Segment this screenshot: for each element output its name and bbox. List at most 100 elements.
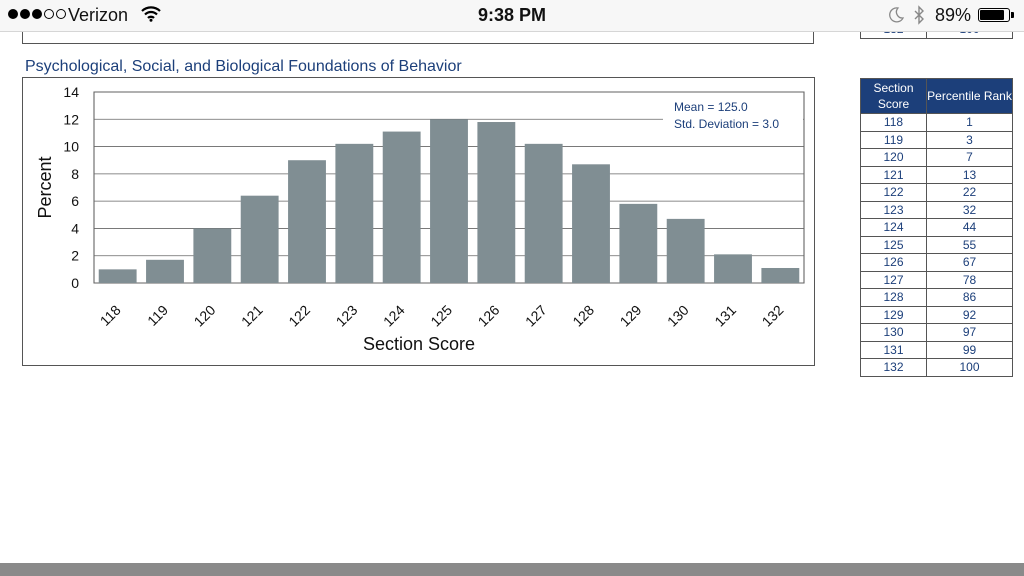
section-score-cell: 132 — [860, 358, 927, 377]
x-tick-label: 127 — [522, 302, 550, 330]
percentile-rank-cell: 100 — [926, 358, 1013, 377]
percentile-rank-cell: 44 — [926, 218, 1013, 237]
percentile-rank-cell: 97 — [926, 323, 1013, 342]
y-tick-label: 0 — [71, 275, 79, 291]
x-tick-label: 126 — [475, 302, 503, 330]
y-tick-label: 14 — [63, 84, 79, 100]
section-score-cell: 129 — [860, 305, 927, 324]
y-axis-label: Percent — [35, 156, 55, 218]
x-tick-label: 128 — [569, 302, 597, 330]
percentile-rank-cell: 3 — [926, 130, 1013, 149]
wifi-icon — [141, 6, 161, 27]
y-tick-label: 6 — [71, 193, 79, 209]
section-score-cell: 118 — [860, 113, 927, 132]
percentile-rank-cell: 86 — [926, 288, 1013, 307]
section-score-cell: 125 — [860, 235, 927, 254]
section-score-cell: 131 — [860, 340, 927, 359]
percentile-rank-cell: 32 — [926, 200, 1013, 219]
section-score-cell: 119 — [860, 130, 927, 149]
bar — [240, 195, 279, 283]
bar — [572, 164, 610, 283]
bar — [666, 218, 705, 283]
x-axis-label: Section Score — [363, 334, 475, 354]
bar — [761, 267, 800, 283]
percentile-rank-cell: 67 — [926, 253, 1013, 272]
table-row: 118 1 — [860, 113, 1013, 132]
battery-icon — [978, 8, 1010, 22]
signal-dot — [32, 9, 42, 19]
y-tick-label: 12 — [63, 111, 79, 127]
bar — [619, 203, 658, 283]
bluetooth-icon — [912, 5, 926, 30]
percentile-rank-cell: 55 — [926, 235, 1013, 254]
y-tick-label: 2 — [71, 248, 79, 264]
section-score-cell: 123 — [860, 200, 927, 219]
table-row: 132 100 — [860, 358, 1013, 377]
battery-percentage: 89% — [935, 5, 972, 25]
x-tick-label: 121 — [238, 302, 266, 330]
signal-dot — [8, 9, 18, 19]
signal-dot — [44, 9, 54, 19]
percentile-table: Section Score Percentile Rank 118 1 119 3 12… — [860, 78, 1013, 377]
bar — [98, 269, 137, 283]
bar — [288, 160, 326, 283]
bar — [382, 131, 421, 283]
percentile-rank-cell: 1 — [926, 113, 1013, 132]
section-score-cell: 128 — [860, 288, 927, 307]
y-tick-label: 10 — [63, 139, 79, 155]
y-tick-label: 4 — [71, 220, 79, 236]
section-score-cell: 120 — [860, 148, 927, 167]
table-row: 128 86 — [860, 288, 1013, 307]
section-score-cell: 121 — [860, 165, 927, 184]
x-tick-label: 130 — [664, 302, 692, 330]
x-tick-label: 124 — [380, 302, 408, 330]
table-row: 127 78 — [860, 270, 1013, 289]
x-tick-label: 125 — [427, 302, 455, 330]
section-score-cell: 130 — [860, 323, 927, 342]
percentile-rank-cell: 92 — [926, 305, 1013, 324]
battery-tip — [1011, 12, 1014, 18]
bar-chart: 0 2 4 6 8 10 12 14 118 119 120 121 122 123 124 125 126 12… — [35, 84, 805, 354]
bar — [714, 254, 752, 283]
table-row: 130 97 — [860, 323, 1013, 342]
section-score-cell: 124 — [860, 218, 927, 237]
x-tick-label: 119 — [144, 302, 171, 329]
do-not-disturb-icon — [887, 6, 905, 29]
section-score-cell: 127 — [860, 270, 927, 289]
signal-strength-icon — [8, 9, 66, 19]
bar — [146, 259, 184, 283]
x-tick-label: 123 — [333, 302, 361, 330]
x-tick-label: 122 — [285, 302, 313, 330]
table-row: 131 99 — [860, 340, 1013, 359]
percentile-rank-cell: 13 — [926, 165, 1013, 184]
stats-annotation: Mean = 125.0 — [674, 100, 748, 114]
previous-chart-frame — [22, 20, 814, 44]
table-row: 123 32 — [860, 200, 1013, 219]
carrier-name: Verizon — [68, 5, 129, 25]
bar — [524, 143, 563, 283]
table-row: 129 92 — [860, 305, 1013, 324]
section-score-cell: 126 — [860, 253, 927, 272]
bar — [335, 143, 374, 283]
x-tick-label: 120 — [191, 302, 219, 330]
y-tick-label: 8 — [71, 166, 79, 182]
section-score-cell: 122 — [860, 183, 927, 202]
table-row: 125 55 — [860, 235, 1013, 254]
percentile-rank-cell: 99 — [926, 340, 1013, 359]
percentile-rank-cell: 7 — [926, 148, 1013, 167]
header-percentile-rank: Percentile Rank — [926, 78, 1013, 114]
stats-annotation: Std. Deviation = 3.0 — [674, 117, 779, 131]
percentile-rank-cell: 22 — [926, 183, 1013, 202]
x-tick-label: 131 — [711, 302, 739, 330]
header-section-score: Section Score — [860, 78, 927, 114]
x-tick-label: 132 — [759, 302, 787, 330]
clock: 9:38 PM — [477, 5, 547, 25]
x-tick-label: 129 — [617, 302, 645, 330]
table-row: 122 22 — [860, 183, 1013, 202]
signal-dot — [20, 9, 30, 19]
annotation-box — [663, 93, 803, 136]
table-row: 126 67 — [860, 253, 1013, 272]
percentile-rank-cell: 78 — [926, 270, 1013, 289]
signal-dot — [56, 9, 66, 19]
bar — [193, 228, 232, 283]
